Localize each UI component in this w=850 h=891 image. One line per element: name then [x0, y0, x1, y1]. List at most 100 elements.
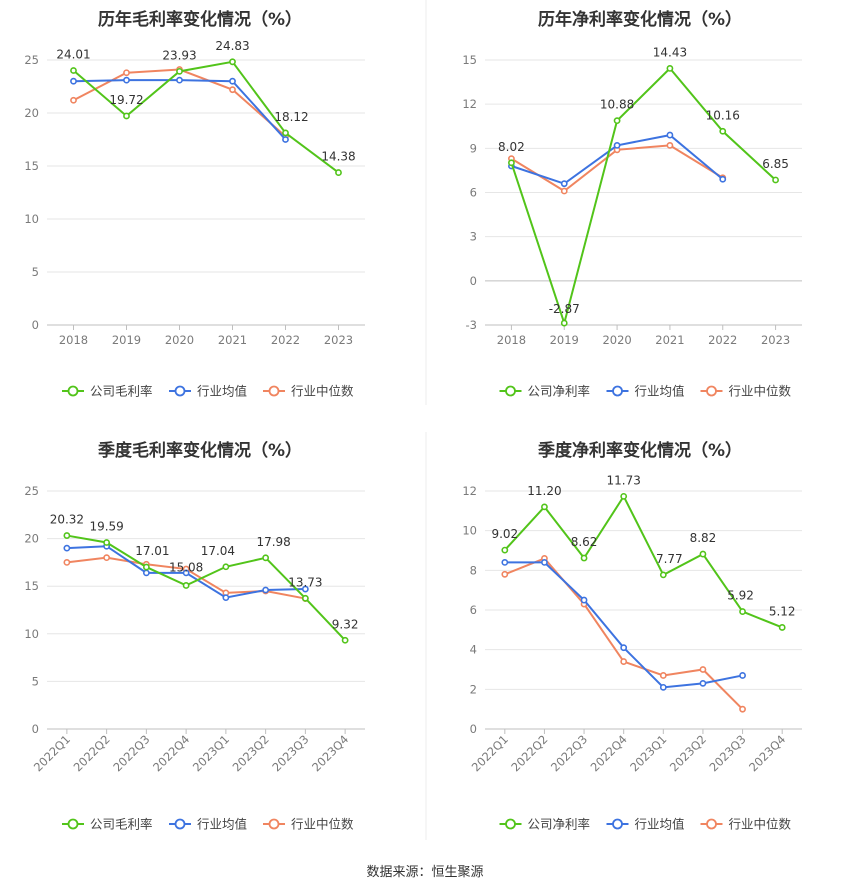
data-label: 14.38 [321, 150, 355, 164]
data-point-1 [501, 546, 509, 554]
data-label: 8.62 [571, 535, 598, 549]
x-tick-label: 2023Q4 [746, 732, 788, 774]
data-point-2 [142, 569, 150, 577]
legend-swatch-marker [67, 385, 79, 397]
legend-label: 行业均值 [635, 384, 685, 399]
data-point-2 [541, 559, 548, 566]
x-tick-label: 2019 [550, 333, 579, 347]
legend-item-2: 行业均值 [169, 384, 247, 399]
y-tick-label: 0 [470, 722, 477, 736]
data-point-2 [739, 672, 746, 679]
data-point-2 [699, 679, 707, 687]
source-note: 数据来源：恒生聚源 [366, 865, 483, 880]
x-tick-label: 2023Q2 [230, 732, 272, 774]
x-tick-label: 2022Q2 [508, 732, 550, 774]
chart-panel-1: 历年毛利率变化情况（%） 0 5 10 15 20 25 2018 2019 2020 2021 20… [24, 9, 365, 399]
x-tick-label: 2022 [271, 333, 300, 347]
legend-item-2: 行业均值 [606, 384, 685, 399]
y-tick-label: 6 [470, 603, 477, 617]
legend-label: 行业中位数 [291, 384, 354, 399]
data-point-2 [123, 76, 130, 84]
data-point-1 [739, 608, 746, 615]
data-point-2 [63, 544, 71, 552]
data-point-1 [301, 594, 309, 602]
x-tick-label: 2023Q2 [667, 732, 709, 774]
legend-label: 公司净利率 [528, 817, 591, 832]
x-tick-label: 2020 [165, 333, 194, 347]
legend-label: 行业中位数 [291, 817, 354, 832]
data-point-2 [666, 131, 674, 139]
data-label: 11.20 [527, 484, 561, 498]
y-tick-label: 0 [32, 318, 39, 332]
y-tick-label: 4 [470, 643, 477, 657]
x-tick-label: 2018 [59, 333, 88, 347]
data-label: 10.16 [706, 108, 740, 122]
x-tick-label: 2022Q2 [71, 732, 113, 774]
data-point-2 [222, 594, 230, 602]
data-label: 9.32 [332, 617, 359, 631]
data-point-1 [222, 563, 230, 571]
data-point-3 [560, 187, 568, 195]
data-point-3 [229, 86, 236, 94]
x-tick-label: 2023 [324, 333, 353, 347]
data-point-1 [182, 582, 190, 589]
data-point-3 [666, 141, 674, 149]
x-tick-label: 2023Q1 [190, 732, 232, 774]
data-point-1 [262, 554, 270, 562]
data-label: 10.88 [600, 98, 634, 112]
y-tick-label: 5 [32, 265, 39, 279]
x-tick-label: 2023Q3 [707, 732, 749, 774]
legend-label: 行业中位数 [729, 384, 792, 399]
data-point-1 [142, 563, 150, 571]
y-tick-label: 20 [24, 106, 39, 120]
series-line-1 [510, 66, 777, 327]
legend-label: 行业中位数 [729, 817, 792, 832]
data-point-1 [613, 117, 621, 125]
chart-title: 历年净利率变化情况（%） [538, 9, 742, 30]
data-point-2 [176, 76, 183, 84]
chart-panel-4: 季度净利率变化情况（%）0246810122022Q12022Q22022Q32… [462, 440, 802, 832]
data-label: 15.08 [169, 560, 203, 574]
data-point-1 [659, 571, 667, 579]
data-point-1 [620, 492, 628, 500]
data-label: 24.83 [215, 39, 249, 53]
y-tick-label: 0 [32, 722, 39, 736]
data-point-2 [229, 77, 236, 85]
legend-swatch-marker [612, 385, 623, 397]
data-label: 11.73 [607, 473, 641, 487]
data-point-1 [541, 503, 548, 511]
y-tick-label: 0 [470, 274, 477, 288]
legend-swatch-marker [268, 818, 280, 830]
data-point-3 [659, 672, 667, 679]
data-point-2 [613, 141, 621, 149]
data-point-3 [739, 705, 746, 713]
series-line-2 [504, 561, 743, 689]
chart-title: 季度毛利率变化情况（%） [98, 440, 302, 461]
y-tick-label: -3 [466, 318, 477, 332]
legend-item-2: 行业均值 [606, 817, 685, 832]
y-tick-label: 2 [470, 682, 477, 696]
series-line-3 [504, 557, 744, 710]
data-point-3 [63, 559, 71, 566]
data-label: 24.01 [56, 47, 90, 61]
x-tick-label: 2023Q4 [309, 732, 351, 774]
legend-item-3: 行业中位数 [700, 384, 792, 399]
data-label: 20.32 [50, 513, 84, 527]
data-label: -2.87 [549, 302, 580, 316]
x-tick-label: 2022Q4 [150, 732, 192, 774]
data-point-1 [63, 532, 71, 539]
y-tick-label: 10 [24, 627, 39, 641]
data-point-1 [666, 64, 674, 72]
data-point-3 [699, 666, 707, 673]
y-tick-label: 5 [32, 674, 39, 688]
data-label: 9.02 [491, 527, 518, 541]
legend-label: 行业均值 [197, 384, 247, 399]
data-point-2 [301, 585, 309, 593]
legend-item-1: 公司毛利率 [62, 384, 153, 399]
legend-item-1: 公司净利率 [499, 384, 590, 399]
legend-item-3: 行业中位数 [263, 384, 354, 399]
y-tick-label: 10 [462, 524, 477, 538]
y-tick-label: 8 [470, 563, 477, 577]
data-point-2 [282, 136, 289, 143]
data-point-2 [580, 596, 588, 604]
